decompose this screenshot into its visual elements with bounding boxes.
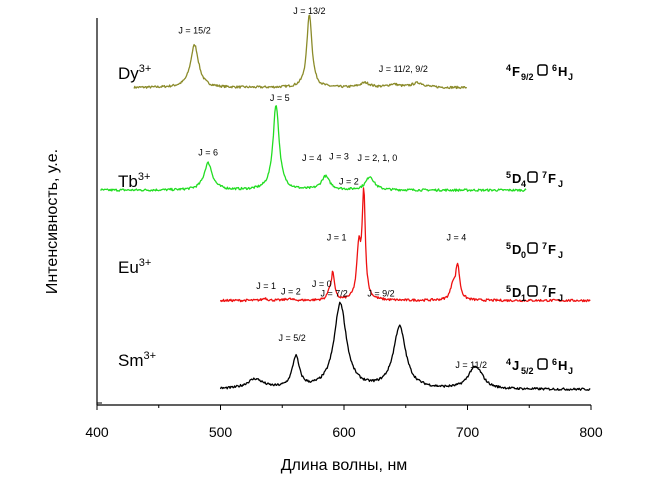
y-axis-label: Интенсивность, у.е.	[44, 149, 61, 294]
transition-label-eu: 5 D 0 7 F J	[506, 241, 563, 260]
transition-upper-j: 1	[521, 293, 526, 303]
transition-lower-multiplicity: 6	[552, 63, 557, 73]
transition-lower-multiplicity: 7	[542, 241, 547, 251]
transition-lower-j: J	[568, 366, 573, 376]
peak-annotation: J = 5/2	[278, 333, 305, 343]
peak-annotation: J = 2, 1, 0	[357, 153, 397, 163]
transition-lower-j: J	[568, 72, 573, 82]
series-ion-label: Eu3+	[118, 257, 151, 277]
series-eu: Eu3+ J = 2 J = 1 J = 4 J = 0 J = 1 J = 2	[118, 176, 591, 303]
series-line-tb	[100, 105, 527, 192]
transition-upper-multiplicity: 4	[506, 63, 511, 73]
transition-arrow-icon	[527, 285, 538, 297]
transition-upper-term: D	[512, 171, 521, 186]
x-tick-label: 600	[332, 424, 356, 440]
transition-upper-multiplicity: 5	[506, 170, 511, 180]
transition-upper-term: F	[512, 64, 520, 79]
transition-upper-term: D	[512, 285, 521, 300]
series-ion-label: Tb3+	[118, 171, 150, 191]
peak-annotation: J = 4	[447, 233, 467, 243]
transition-upper-multiplicity: 4	[506, 357, 511, 367]
transition-lower-term: H	[558, 64, 567, 79]
transition-arrow-icon	[537, 358, 548, 370]
peak-annotation: J = 0	[312, 279, 332, 289]
transition-lower-multiplicity: 7	[542, 284, 547, 294]
peak-annotation: J = 2	[339, 176, 359, 186]
peak-annotation: J = 7/2	[320, 289, 347, 299]
transition-upper-term: D	[512, 242, 521, 257]
peak-annotation: J = 15/2	[178, 25, 210, 35]
peak-annotation: J = 1	[327, 233, 347, 243]
series-line-eu	[219, 187, 591, 303]
x-tick-label: 500	[209, 424, 233, 440]
series-dy: Dy3+ J = 15/2 J = 13/2 J = 11/2, 9/2	[118, 6, 468, 90]
x-tick-label: 800	[579, 424, 603, 440]
transition-upper-multiplicity: 5	[506, 284, 511, 294]
series-ion-label: Sm3+	[118, 350, 156, 370]
transition-label-dy: 4 F 9/2 6 H J	[506, 63, 573, 82]
transition-upper-multiplicity: 5	[506, 241, 511, 251]
peak-annotation: J = 11/2, 9/2	[379, 64, 428, 74]
series-line-sm	[219, 301, 591, 391]
series-tb: Tb3+ J = 6 J = 5 J = 4 J = 3 J = 2, 1, 0	[100, 93, 527, 192]
transition-upper-j: 0	[521, 250, 526, 260]
transition-arrow-icon	[537, 64, 548, 76]
peak-annotation: J = 2	[281, 287, 301, 297]
transition-lower-term: F	[548, 242, 556, 257]
transition-upper-j: 4	[521, 179, 526, 189]
peak-annotation: J = 1	[256, 281, 276, 291]
transition-label-sm: 4 J 5/26 H J	[506, 357, 573, 376]
axes: 400 500 600 700 800	[85, 18, 603, 440]
transition-lower-j: J	[558, 250, 563, 260]
peak-annotation: J = 9/2	[367, 289, 394, 299]
transition-upper-j: 9/2	[521, 72, 534, 82]
transition-lower-multiplicity: 6	[552, 357, 557, 367]
peak-annotation: J = 5	[270, 93, 290, 103]
transition-label-eu-2: 5 D 1 7 F J	[506, 284, 563, 303]
transition-lower-j: J	[558, 293, 563, 303]
x-axis-label: Длина волны, нм	[281, 457, 408, 474]
transition-lower-term: F	[548, 171, 556, 186]
transition-lower-j: J	[558, 179, 563, 189]
transition-lower-multiplicity: 7	[542, 170, 547, 180]
transition-arrow-icon	[527, 242, 538, 254]
x-tick-label: 400	[85, 424, 109, 440]
transition-arrow-icon	[527, 171, 538, 183]
transition-upper-j: 5/2	[521, 366, 534, 376]
peak-annotation: J = 4	[302, 153, 322, 163]
peak-annotation: J = 13/2	[293, 6, 325, 16]
series-line-dy	[133, 14, 468, 90]
transition-upper-term: J	[512, 358, 519, 373]
transition-lower-term: H	[558, 358, 567, 373]
plot-area: Dy3+J = 15/2J = 13/2J = 11/2, 9/2 4 F 9/26 H…	[100, 6, 591, 391]
x-tick-label: 700	[456, 424, 480, 440]
peak-annotation: J = 6	[198, 147, 218, 157]
series-ion-label: Dy3+	[118, 63, 151, 83]
transition-lower-term: F	[548, 285, 556, 300]
peak-annotation: J = 3	[329, 151, 349, 161]
peak-annotation: J = 11/2	[455, 360, 487, 370]
transition-label-tb: 5 D 4 7 F J	[506, 170, 563, 189]
series-sm: Sm3+ J = 5/2 J = 7/2 J = 9/2 J = 11/2	[118, 289, 591, 391]
